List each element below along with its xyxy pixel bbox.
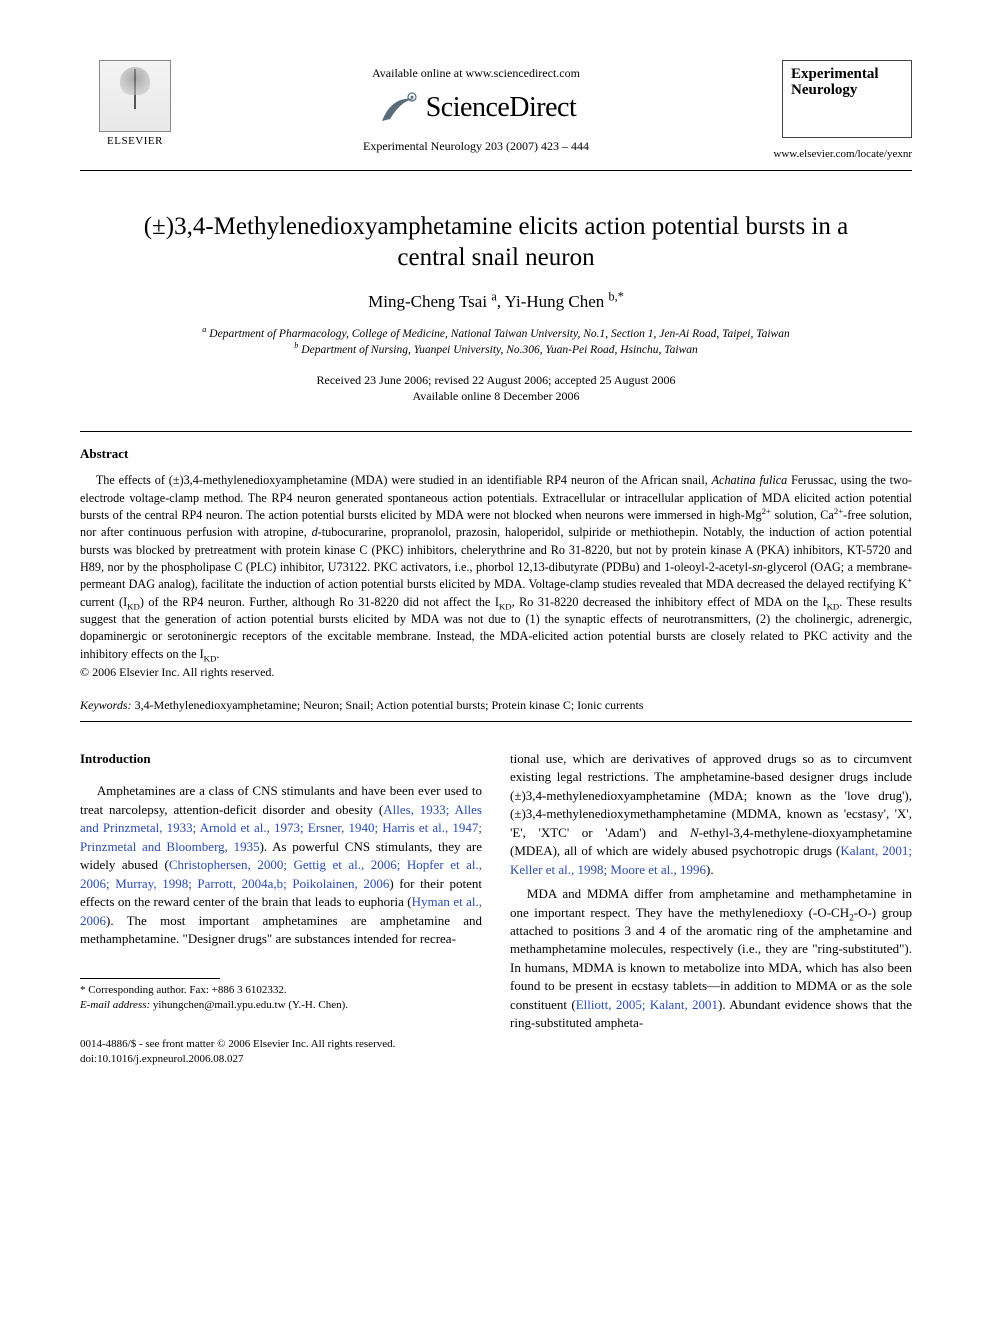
affiliations: a Department of Pharmacology, College of… bbox=[80, 326, 912, 358]
column-left: Introduction Amphetamines are a class of… bbox=[80, 750, 482, 1067]
header-center: Available online at www.sciencedirect.co… bbox=[190, 60, 762, 154]
article-dates: Received 23 June 2006; revised 22 August… bbox=[80, 372, 912, 406]
email-address: yihungchen@mail.ypu.edu.tw bbox=[153, 999, 286, 1011]
keywords-line: Keywords: 3,4-Methylenedioxyamphetamine;… bbox=[80, 698, 912, 713]
dates-online: Available online 8 December 2006 bbox=[80, 388, 912, 405]
doi-line: doi:10.1016/j.expneurol.2006.08.027 bbox=[80, 1052, 482, 1067]
cover-line-1: Experimental bbox=[791, 67, 903, 83]
sciencedirect-icon bbox=[376, 89, 422, 127]
journal-reference: Experimental Neurology 203 (2007) 423 – … bbox=[190, 139, 762, 154]
sciencedirect-text: ScienceDirect bbox=[426, 92, 577, 124]
email-footnote: E-mail address: yihungchen@mail.ypu.edu.… bbox=[80, 998, 482, 1013]
elsevier-tree-icon bbox=[99, 60, 171, 132]
publisher-block: ELSEVIER bbox=[80, 60, 190, 147]
publisher-label: ELSEVIER bbox=[107, 135, 163, 147]
intro-para-1: Amphetamines are a class of CNS stimulan… bbox=[80, 782, 482, 948]
dates-received: Received 23 June 2006; revised 22 August… bbox=[80, 372, 912, 389]
abstract-body: The effects of (±)3,4-methylenedioxyamph… bbox=[80, 472, 912, 663]
intro-para-3: MDA and MDMA differ from amphetamine and… bbox=[510, 885, 912, 1033]
abstract-heading: Abstract bbox=[80, 446, 912, 462]
doi-block: 0014-4886/$ - see front matter © 2006 El… bbox=[80, 1037, 482, 1067]
page-root: ELSEVIER Available online at www.science… bbox=[0, 0, 992, 1107]
locate-url: www.elsevier.com/locate/yexnr bbox=[773, 148, 912, 160]
issn-line: 0014-4886/$ - see front matter © 2006 El… bbox=[80, 1037, 482, 1052]
affil-a: a Department of Pharmacology, College of… bbox=[80, 326, 912, 342]
header-row: ELSEVIER Available online at www.science… bbox=[80, 60, 912, 160]
author-line: Ming-Cheng Tsai a, Yi-Hung Chen b,* bbox=[80, 292, 912, 312]
email-suffix: (Y.-H. Chen). bbox=[288, 999, 348, 1011]
introduction-heading: Introduction bbox=[80, 750, 482, 768]
email-label: E-mail address: bbox=[80, 999, 150, 1011]
affil-b: b Department of Nursing, Yuanpei Univers… bbox=[80, 342, 912, 358]
keywords-list: 3,4-Methylenedioxyamphetamine; Neuron; S… bbox=[135, 698, 644, 712]
available-online-line: Available online at www.sciencedirect.co… bbox=[190, 66, 762, 81]
body-columns: Introduction Amphetamines are a class of… bbox=[80, 750, 912, 1067]
keywords-label: Keywords: bbox=[80, 698, 132, 712]
journal-cover-box: Experimental Neurology bbox=[782, 60, 912, 138]
column-right: tional use, which are derivatives of app… bbox=[510, 750, 912, 1067]
abstract-copyright: © 2006 Elsevier Inc. All rights reserved… bbox=[80, 665, 912, 680]
corresponding-footnote: * Corresponding author. Fax: +886 3 6102… bbox=[80, 983, 482, 998]
cover-line-2: Neurology bbox=[791, 83, 903, 99]
intro-para-2: tional use, which are derivatives of app… bbox=[510, 750, 912, 879]
article-title: (±)3,4-Methylenedioxyamphetamine elicits… bbox=[140, 211, 852, 274]
header-rule bbox=[80, 170, 912, 171]
abstract-top-rule bbox=[80, 431, 912, 432]
footnote-rule bbox=[80, 978, 220, 979]
abstract-bottom-rule bbox=[80, 721, 912, 722]
journal-cover-block: Experimental Neurology www.elsevier.com/… bbox=[762, 60, 912, 160]
sciencedirect-logo: ScienceDirect bbox=[376, 89, 577, 127]
